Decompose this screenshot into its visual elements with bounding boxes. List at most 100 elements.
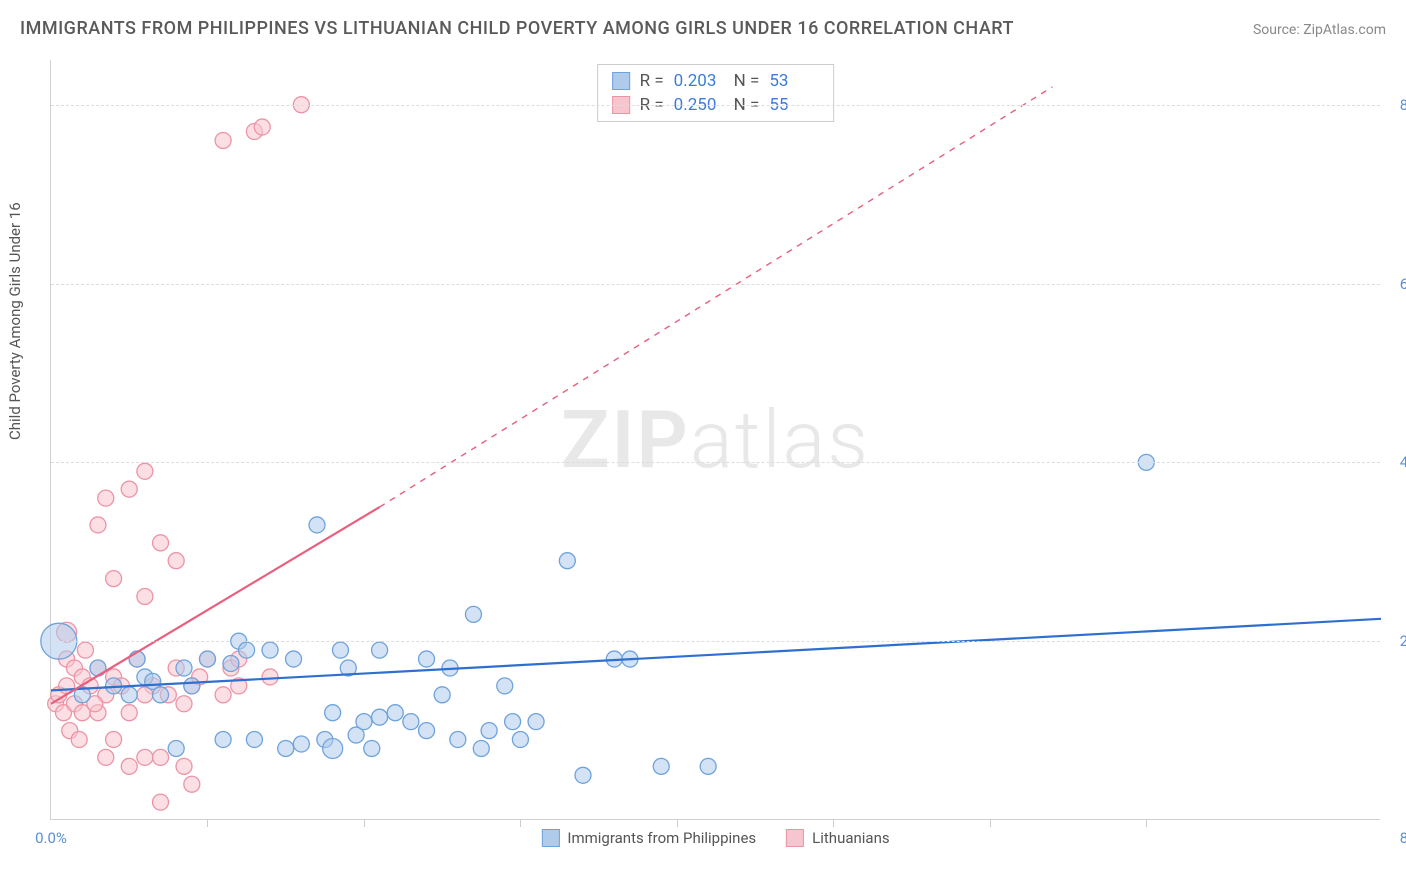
point-lithuanians — [215, 687, 231, 703]
legend-item-lithuanians: Lithuanians — [786, 829, 889, 847]
point-philippines — [528, 714, 544, 730]
point-philippines — [199, 651, 215, 667]
point-philippines — [325, 705, 341, 721]
point-philippines — [332, 642, 348, 658]
y-tick-label: 60.0% — [1385, 275, 1406, 293]
legend-label-philippines: Immigrants from Philippines — [567, 829, 756, 847]
r-value-philippines: 0.203 — [674, 71, 724, 91]
point-philippines — [372, 709, 388, 725]
point-philippines — [419, 651, 435, 667]
x-tick — [207, 819, 208, 827]
point-lithuanians — [137, 749, 153, 765]
point-lithuanians — [262, 669, 278, 685]
point-lithuanians — [77, 642, 93, 658]
gridline — [51, 284, 1380, 285]
x-tick-label-right: 80.0% — [1400, 829, 1406, 847]
point-philippines — [278, 740, 294, 756]
point-lithuanians — [176, 758, 192, 774]
point-lithuanians — [106, 571, 122, 587]
point-philippines — [356, 714, 372, 730]
point-philippines — [168, 740, 184, 756]
x-tick — [677, 819, 678, 827]
point-lithuanians — [153, 794, 169, 810]
point-lithuanians — [106, 732, 122, 748]
x-tick — [1146, 819, 1147, 827]
point-philippines — [465, 606, 481, 622]
point-philippines — [700, 758, 716, 774]
point-philippines — [364, 740, 380, 756]
point-philippines — [90, 660, 106, 676]
point-philippines — [323, 738, 343, 758]
point-philippines — [246, 732, 262, 748]
point-lithuanians — [121, 481, 137, 497]
point-philippines — [176, 660, 192, 676]
point-philippines — [403, 714, 419, 730]
swatch-lithuanians-2 — [786, 829, 804, 847]
point-lithuanians — [90, 517, 106, 533]
point-philippines — [497, 678, 513, 694]
point-lithuanians — [168, 553, 184, 569]
stats-row-philippines: R = 0.203 N = 53 — [612, 69, 820, 93]
r-label: R = — [640, 71, 664, 91]
point-philippines — [481, 723, 497, 739]
bottom-legend: Immigrants from Philippines Lithuanians — [541, 829, 889, 847]
x-tick — [520, 819, 521, 827]
y-axis-label: Child Poverty Among Girls Under 16 — [6, 202, 24, 440]
point-lithuanians — [121, 705, 137, 721]
point-philippines — [153, 687, 169, 703]
stats-legend-box: R = 0.203 N = 53 R = 0.250 N = 55 — [597, 64, 835, 122]
point-philippines — [215, 732, 231, 748]
point-lithuanians — [153, 535, 169, 551]
y-tick-label: 40.0% — [1385, 453, 1406, 471]
point-lithuanians — [71, 732, 87, 748]
point-philippines — [223, 656, 239, 672]
x-tick-label-left: 0.0% — [35, 829, 67, 847]
x-tick — [364, 819, 365, 827]
point-lithuanians — [153, 749, 169, 765]
point-philippines — [309, 517, 325, 533]
point-philippines — [293, 736, 309, 752]
point-philippines — [505, 714, 521, 730]
point-philippines — [121, 687, 137, 703]
gridline — [51, 641, 1380, 642]
gridline — [51, 462, 1380, 463]
n-label: N = — [734, 71, 760, 91]
gridline — [51, 105, 1380, 106]
point-philippines — [512, 732, 528, 748]
y-tick-label: 20.0% — [1385, 632, 1406, 650]
point-philippines — [239, 642, 255, 658]
x-tick — [833, 819, 834, 827]
point-lithuanians — [121, 758, 137, 774]
point-lithuanians — [184, 776, 200, 792]
swatch-philippines — [612, 72, 630, 90]
chart-title: IMMIGRANTS FROM PHILIPPINES VS LITHUANIA… — [20, 18, 1014, 39]
point-philippines — [575, 767, 591, 783]
point-philippines — [372, 642, 388, 658]
point-philippines — [473, 740, 489, 756]
point-philippines — [262, 642, 278, 658]
legend-label-lithuanians: Lithuanians — [812, 829, 889, 847]
point-lithuanians — [137, 463, 153, 479]
point-philippines — [419, 723, 435, 739]
trendline-lithuanians-dashed — [380, 87, 1053, 507]
point-lithuanians — [215, 132, 231, 148]
swatch-philippines-2 — [541, 829, 559, 847]
scatter-svg — [51, 60, 1380, 819]
plot-area: ZIPatlas R = 0.203 N = 53 R = 0.250 N = … — [50, 60, 1380, 820]
point-philippines — [286, 651, 302, 667]
source-label: Source: ZipAtlas.com — [1253, 22, 1386, 38]
point-lithuanians — [176, 696, 192, 712]
point-philippines — [387, 705, 403, 721]
n-value-philippines: 53 — [769, 71, 819, 91]
point-lithuanians — [137, 588, 153, 604]
point-philippines — [434, 687, 450, 703]
point-philippines — [450, 732, 466, 748]
y-tick-label: 80.0% — [1385, 96, 1406, 114]
point-philippines — [653, 758, 669, 774]
legend-item-philippines: Immigrants from Philippines — [541, 829, 756, 847]
point-lithuanians — [254, 119, 270, 135]
point-lithuanians — [98, 490, 114, 506]
x-tick — [990, 819, 991, 827]
point-lithuanians — [98, 749, 114, 765]
point-philippines — [559, 553, 575, 569]
